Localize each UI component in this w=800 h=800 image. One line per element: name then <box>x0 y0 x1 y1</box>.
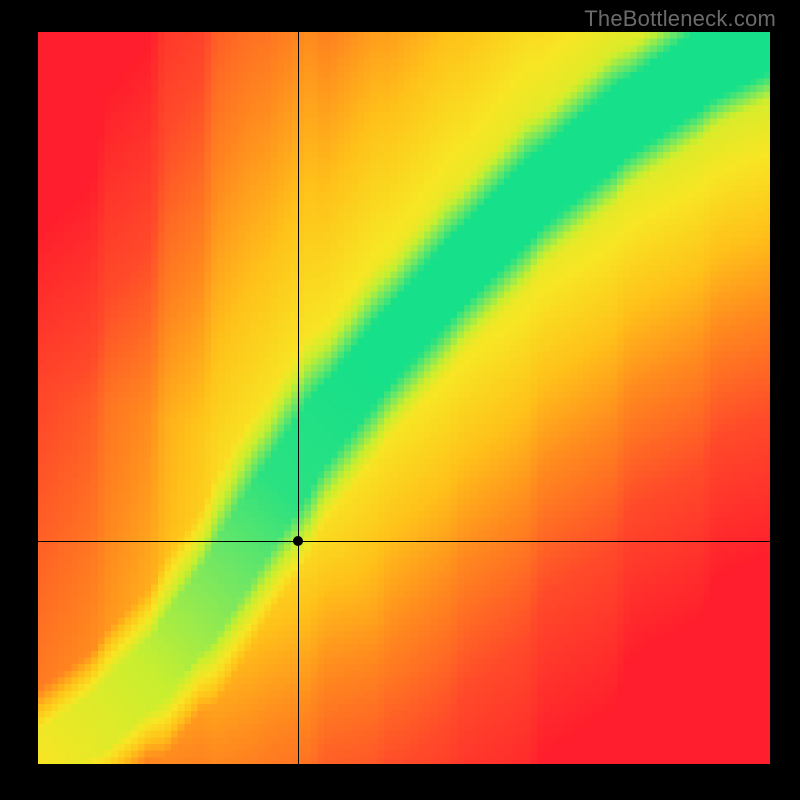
heatmap-plot <box>38 32 770 764</box>
crosshair-vertical <box>298 32 299 764</box>
watermark-text: TheBottleneck.com <box>584 6 776 32</box>
chart-container: TheBottleneck.com <box>0 0 800 800</box>
crosshair-horizontal <box>38 541 770 542</box>
crosshair-marker <box>293 536 303 546</box>
